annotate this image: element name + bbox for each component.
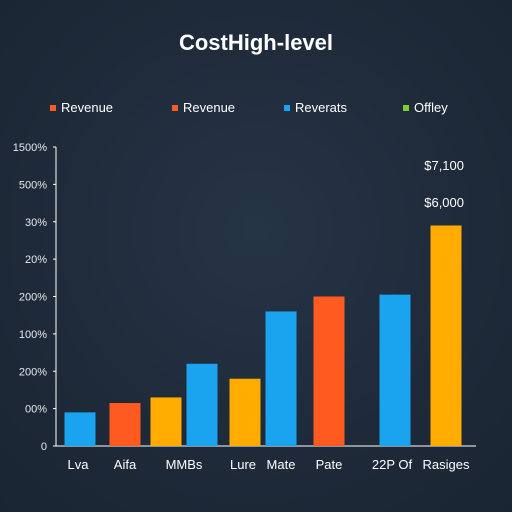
category-label-8: Rasiges [423,457,470,472]
annotation-label-2: $6,000 [424,195,464,210]
legend-item-reverats: Reverats [284,100,347,115]
bar-3 [150,397,182,446]
legend-swatch-offley [403,104,409,111]
y-tick-label: 200% [19,292,47,304]
bar-group [64,225,462,446]
legend-swatch-reverats [284,104,290,111]
legend-item-revenue-2: Revenue [172,100,235,115]
category-label-4: Lure [230,457,256,472]
y-tick-label: 200% [19,366,47,378]
bar-7 [313,296,345,446]
legend-item-offley: Offley [403,100,448,115]
legend-swatch-revenue-2 [172,104,178,111]
y-tick-group: 0 00% 200% 100% 200% 20% 30% 500% 1500% [13,142,56,453]
category-label-6: Pate [316,457,343,472]
bar-9 [430,225,462,446]
legend-label-revenue-2: Revenue [183,100,236,115]
category-label-7: 22P Of [372,457,413,472]
category-label-1: Lva [68,457,90,472]
y-tick-label: 1500% [13,142,47,154]
legend-label-revenue-1: Revenue [61,100,114,115]
bar-2 [109,403,141,446]
bar-6 [265,311,297,446]
chart-legend: Revenue Revenue Reverats Offley [0,100,512,118]
legend-item-revenue-1: Revenue [50,100,113,115]
category-label-5: Mate [267,457,296,472]
y-tick-label: 00% [25,404,47,416]
chart-title: CostHigh-level [178,30,334,55]
legend-swatch-revenue-1 [50,104,56,111]
category-label-2: Aifa [114,457,137,472]
bar-5 [229,378,261,446]
y-tick-label: 0 [41,441,47,453]
bar-8 [379,294,411,446]
category-label-group: Lva Aifa MMBs Lure Mate Pate 22P Of Rasiges [68,457,470,472]
y-tick-label: 100% [19,329,47,341]
category-label-3: MMBs [166,457,203,472]
y-tick-label: 500% [19,179,47,191]
y-tick-label: 20% [25,254,47,266]
legend-label-offley: Offley [414,100,448,115]
annotation-label-1: $7,100 [424,158,464,173]
legend-label-reverats: Reverats [295,100,348,115]
y-tick-label: 30% [25,217,47,229]
bar-4 [186,363,218,446]
bar-1 [64,412,96,446]
